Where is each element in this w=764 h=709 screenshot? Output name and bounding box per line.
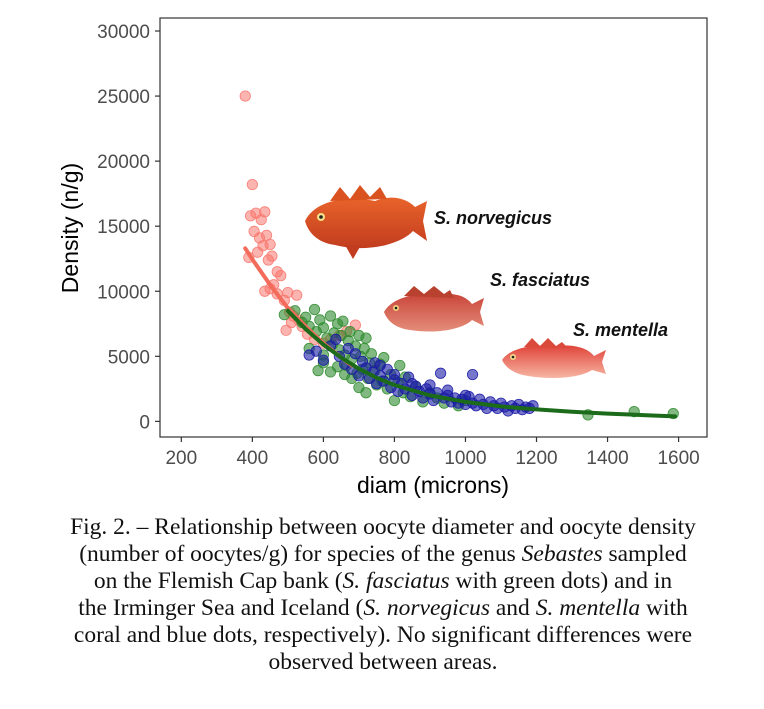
caption-line: with green dots) and in bbox=[449, 568, 673, 594]
figure-caption: Fig. 2. – Relationship between oocyte di… bbox=[18, 514, 748, 676]
fasciatus-fit-line bbox=[285, 308, 677, 419]
x-tick-label: 400 bbox=[236, 448, 268, 469]
mentella-point bbox=[374, 359, 386, 372]
fasciatus-point bbox=[312, 365, 324, 377]
mentella-point bbox=[466, 368, 479, 381]
mentella-point bbox=[459, 389, 472, 401]
redfish-fasciatus-icon bbox=[384, 286, 484, 332]
norvegicus-point bbox=[239, 90, 251, 102]
x-tick-label: 800 bbox=[379, 448, 411, 469]
redfish-norvegicus-icon bbox=[305, 185, 427, 259]
fit-lines bbox=[243, 246, 677, 419]
y-tick-label: 0 bbox=[139, 412, 150, 433]
norvegicus-point bbox=[259, 206, 271, 218]
x-tick-label: 1000 bbox=[444, 448, 486, 469]
mentella-point bbox=[317, 354, 329, 366]
norvegicus-point bbox=[291, 289, 303, 301]
x-tick-label: 1200 bbox=[515, 448, 557, 469]
y-tick-label: 20000 bbox=[97, 152, 150, 173]
y-tick-label: 10000 bbox=[97, 282, 150, 303]
mentella-point bbox=[349, 348, 361, 360]
fasciatus-point bbox=[337, 315, 349, 327]
caption-line: Fig. 2. – Relationship between oocyte di… bbox=[70, 514, 696, 540]
caption-species: S. fasciatus bbox=[342, 568, 450, 594]
redfish-mentella-icon bbox=[502, 338, 606, 378]
caption-line: (number of oocytes/g) for species of the… bbox=[79, 541, 522, 567]
caption-line: with bbox=[640, 595, 688, 621]
label-mentella: S. mentella bbox=[573, 320, 668, 340]
label-fasciatus: S. fasciatus bbox=[490, 270, 590, 290]
x-tick-label: 1600 bbox=[657, 448, 699, 469]
fasciatus-point bbox=[308, 303, 321, 316]
norvegicus-point bbox=[275, 270, 287, 282]
fasciatus-point bbox=[317, 322, 329, 334]
mentella-point bbox=[388, 368, 401, 381]
caption-line: on the Flemish Cap bank ( bbox=[93, 568, 343, 594]
caption-line: observed between areas. bbox=[268, 649, 498, 675]
caption-line: and bbox=[490, 595, 536, 621]
caption-line: coral and blue dots, respectively). No s… bbox=[73, 622, 693, 648]
fasciatus-point bbox=[394, 359, 406, 372]
mentella-point bbox=[330, 333, 342, 346]
label-norvegicus: S. norvegicus bbox=[434, 208, 552, 228]
y-tick-label: 5000 bbox=[108, 347, 150, 368]
x-tick-label: 600 bbox=[308, 448, 340, 469]
x-axis-title: diam (microns) bbox=[357, 472, 509, 498]
caption-species: S. mentella bbox=[535, 595, 641, 621]
caption-line: sampled bbox=[602, 541, 687, 567]
y-axis-title: Density (n/g) bbox=[57, 163, 83, 293]
norvegicus-point bbox=[262, 254, 274, 266]
mentella-point bbox=[435, 367, 447, 379]
mentella-point bbox=[442, 384, 454, 396]
caption-line: the Irminger Sea and Iceland ( bbox=[78, 595, 364, 621]
fasciatus-point bbox=[360, 332, 372, 344]
y-tick-label: 15000 bbox=[97, 217, 150, 238]
caption-genus: Sebastes bbox=[521, 541, 603, 567]
y-tick-label: 30000 bbox=[97, 22, 150, 43]
caption-species: S. norvegicus bbox=[363, 595, 490, 621]
norvegicus-point bbox=[246, 178, 258, 191]
norvegicus-point bbox=[252, 246, 264, 258]
scatter-chart: 0 5000 10000 15000 20000 25000 30000 200 400 600… bbox=[57, 17, 708, 498]
mentella-point bbox=[424, 379, 436, 391]
x-tick-label: 200 bbox=[165, 448, 197, 469]
fasciatus-point bbox=[324, 310, 337, 322]
fasciatus-point bbox=[360, 387, 372, 399]
norvegicus-point bbox=[280, 324, 292, 336]
y-tick-label: 25000 bbox=[97, 87, 150, 108]
x-tick-label: 1400 bbox=[586, 448, 628, 469]
x-axis: 200 400 600 800 1000 1200 1400 1600 bbox=[165, 437, 700, 469]
mentella-point bbox=[310, 345, 322, 357]
y-axis: 0 5000 10000 15000 20000 25000 30000 bbox=[97, 22, 160, 433]
